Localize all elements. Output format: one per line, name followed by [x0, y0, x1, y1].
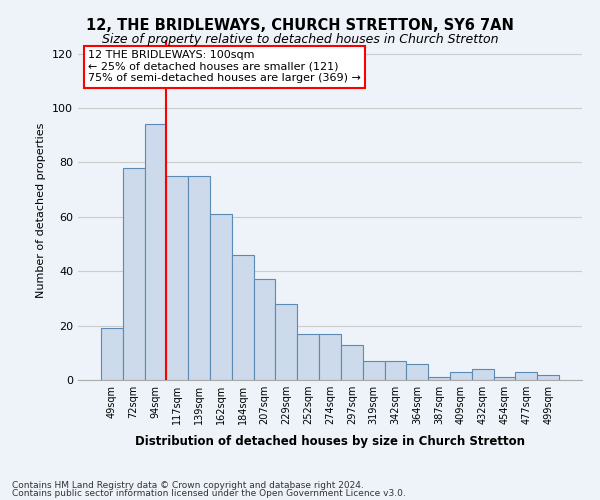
Bar — [363, 361, 385, 380]
Bar — [101, 328, 123, 380]
Bar — [494, 378, 515, 380]
Bar — [232, 255, 254, 380]
Bar — [188, 176, 210, 380]
Bar — [275, 304, 297, 380]
Y-axis label: Number of detached properties: Number of detached properties — [37, 122, 46, 298]
Bar — [428, 378, 450, 380]
Text: 12, THE BRIDLEWAYS, CHURCH STRETTON, SY6 7AN: 12, THE BRIDLEWAYS, CHURCH STRETTON, SY6… — [86, 18, 514, 32]
Bar — [297, 334, 319, 380]
Text: Size of property relative to detached houses in Church Stretton: Size of property relative to detached ho… — [102, 32, 498, 46]
Bar — [123, 168, 145, 380]
Bar — [515, 372, 537, 380]
Bar — [472, 369, 494, 380]
Bar — [450, 372, 472, 380]
Text: Contains public sector information licensed under the Open Government Licence v3: Contains public sector information licen… — [12, 489, 406, 498]
Bar — [210, 214, 232, 380]
Bar — [537, 374, 559, 380]
Bar — [145, 124, 166, 380]
X-axis label: Distribution of detached houses by size in Church Stretton: Distribution of detached houses by size … — [135, 436, 525, 448]
Text: 12 THE BRIDLEWAYS: 100sqm
← 25% of detached houses are smaller (121)
75% of semi: 12 THE BRIDLEWAYS: 100sqm ← 25% of detac… — [88, 50, 361, 84]
Bar — [406, 364, 428, 380]
Bar — [254, 280, 275, 380]
Bar — [166, 176, 188, 380]
Bar — [385, 361, 406, 380]
Bar — [319, 334, 341, 380]
Text: Contains HM Land Registry data © Crown copyright and database right 2024.: Contains HM Land Registry data © Crown c… — [12, 480, 364, 490]
Bar — [341, 344, 363, 380]
